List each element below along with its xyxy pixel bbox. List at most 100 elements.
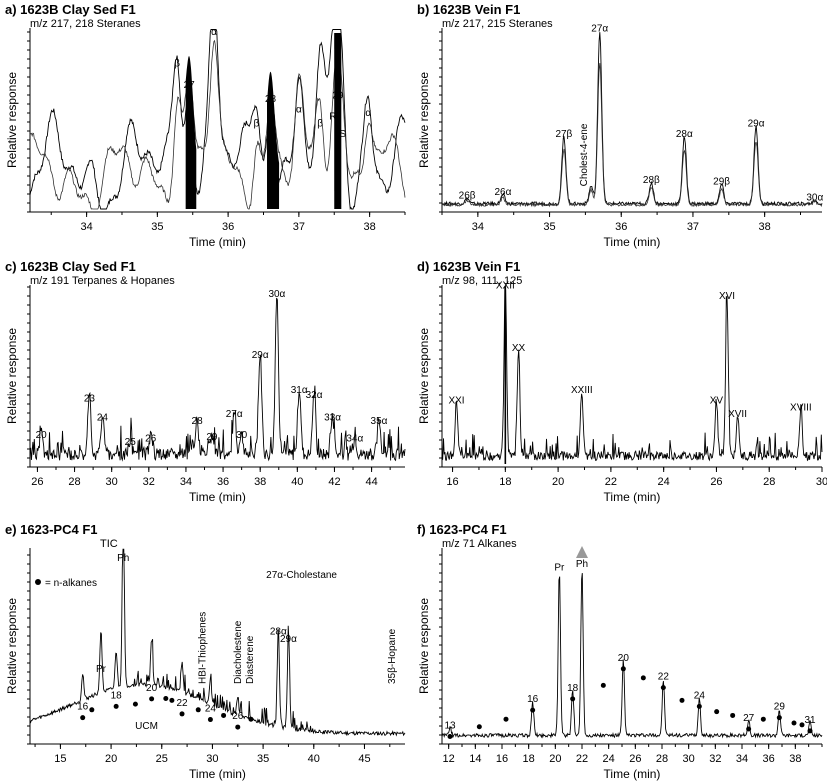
x-tick-label: 22 xyxy=(576,753,588,765)
x-axis-label: Time (min) xyxy=(604,767,661,781)
peak-label: 27 xyxy=(184,80,196,91)
filled-peak-region xyxy=(505,290,507,464)
x-tick-label: 26 xyxy=(710,476,722,488)
x-axis-label: Time (min) xyxy=(189,767,246,781)
n-alkane-marker xyxy=(680,698,685,703)
x-axis-label: Time (min) xyxy=(189,490,246,504)
peak-label: 25 xyxy=(125,437,137,448)
peak-label: XX xyxy=(512,343,526,354)
peak-label: α xyxy=(296,104,302,115)
n-alkane-marker xyxy=(248,717,253,722)
panel-subtitle: m/z 71 Alkanes xyxy=(442,538,517,550)
peak-label: Pr xyxy=(96,664,107,675)
x-tick-label: 35 xyxy=(257,753,269,765)
y-axis-label: Relative response xyxy=(5,72,19,168)
n-alkane-marker xyxy=(133,702,138,707)
n-alkane-marker xyxy=(169,698,174,703)
n-alkane-marker xyxy=(80,715,85,720)
x-tick-label: 38 xyxy=(254,476,266,488)
x-tick-label: 34 xyxy=(736,753,748,765)
x-tick-label: 34 xyxy=(472,221,484,233)
n-alkane-marker xyxy=(601,683,606,688)
legend-marker xyxy=(35,579,41,585)
chromatogram-trace-secondary xyxy=(442,63,822,206)
x-tick-label: 15 xyxy=(54,753,66,765)
peak-label: 27α xyxy=(226,409,243,420)
peak-label: 32α xyxy=(306,390,323,401)
n-alkane-marker xyxy=(504,717,509,722)
peak-label: Ph xyxy=(576,559,588,570)
peak-label: 18 xyxy=(111,690,123,701)
peak-label: 29 xyxy=(332,90,344,101)
peak-label: 29 xyxy=(206,432,218,443)
peak-label: 26 xyxy=(145,434,157,445)
panel-subtitle: m/z 217, 215 Steranes xyxy=(442,18,553,30)
peak-label: 18 xyxy=(567,683,579,694)
n-alkane-marker xyxy=(530,708,535,713)
peak-label: 26 xyxy=(232,711,244,722)
peak-label: 24 xyxy=(694,690,706,701)
n-alkane-marker xyxy=(114,704,119,709)
x-tick-label: 22 xyxy=(605,476,617,488)
peak-label: 28α xyxy=(676,129,693,140)
panel-d: d) 1623B Vein F1m/z 98, 111, 125 Relative… xyxy=(417,259,827,504)
panel-b: b) 1623B Vein F1m/z 217, 215 SteranesRel… xyxy=(417,2,824,249)
x-tick-label: 34 xyxy=(80,221,92,233)
peak-label: 24 xyxy=(205,704,217,715)
x-tick-label: 26 xyxy=(629,753,641,765)
n-alkane-marker xyxy=(196,707,201,712)
x-tick-label: 24 xyxy=(658,476,670,488)
annotation-label: Diasterene xyxy=(245,635,256,684)
peak-labels: 16Pr18Ph2022242628α29α xyxy=(77,553,297,729)
peak-label: XXI xyxy=(448,395,464,406)
panel-f: f) 1623-PC4 F1m/z 71 AlkanesRelative res… xyxy=(417,522,822,781)
x-tick-label: 30 xyxy=(106,476,118,488)
panel-c: c) 1623B Clay Sed F1m/z 191 Terpanes & H… xyxy=(5,259,405,504)
peak-label: 20 xyxy=(36,430,48,441)
n-alkane-marker xyxy=(777,715,782,720)
x-tick-label: 14 xyxy=(469,753,481,765)
annotation-label: 27α-Cholestane xyxy=(266,570,337,581)
x-axis-label: Time (min) xyxy=(604,490,661,504)
x-ticks: 12 14 16 18 20 22 24 26 28 30 32 34 36 38 xyxy=(443,744,822,765)
chromatogram-trace xyxy=(442,287,822,461)
peak-label: 28 xyxy=(192,416,204,427)
panel-title: b) 1623B Vein F1 xyxy=(417,2,520,17)
x-ticks: 34 35 36 37 38 xyxy=(51,212,405,233)
x-axis-label: Time (min) xyxy=(189,235,246,249)
x-tick-label: 42 xyxy=(328,476,340,488)
chromatogram-trace xyxy=(442,32,822,205)
peak-label: 24 xyxy=(97,413,109,424)
panel-title: d) 1623B Vein F1 xyxy=(417,259,520,274)
peak-label: 30α xyxy=(268,289,285,300)
x-tick-label: 35 xyxy=(151,221,163,233)
x-axis-label: Time (min) xyxy=(604,235,661,249)
peak-label: Pr xyxy=(554,563,565,574)
peak-label: 22 xyxy=(176,698,188,709)
chromatogram-trace-secondary xyxy=(30,41,405,209)
x-tick-label: 28 xyxy=(68,476,80,488)
x-tick-label: 40 xyxy=(291,476,303,488)
peak-label: 33α xyxy=(324,413,341,424)
peak-label: 20 xyxy=(146,683,158,694)
x-tick-label: 36 xyxy=(222,221,234,233)
peak-label: XVIII xyxy=(790,402,812,413)
peak-label: 31 xyxy=(804,715,816,726)
peak-label: 16 xyxy=(527,694,539,705)
n-alkane-marker xyxy=(163,696,168,701)
n-alkane-marker xyxy=(641,675,646,680)
x-tick-label: 20 xyxy=(549,753,561,765)
x-tick-label: 36 xyxy=(615,221,627,233)
n-alkane-marker xyxy=(792,720,797,725)
x-ticks: 15 20 25 30 35 40 45 xyxy=(35,744,390,765)
x-tick-label: 30 xyxy=(206,753,218,765)
peak-label: β xyxy=(174,59,180,70)
panel-subtitle: m/z 217, 218 Steranes xyxy=(30,18,141,30)
n-alkane-marker xyxy=(477,724,482,729)
chromatogram-trace xyxy=(30,30,405,210)
peak-label: α xyxy=(365,108,371,119)
y-axis-label: Relative response xyxy=(5,598,19,694)
peak-labels: 26β 26α27β Cholest-4-ene27α28β28α29β29α30α xyxy=(459,24,824,204)
panel-title: a) 1623B Clay Sed F1 xyxy=(5,2,136,17)
